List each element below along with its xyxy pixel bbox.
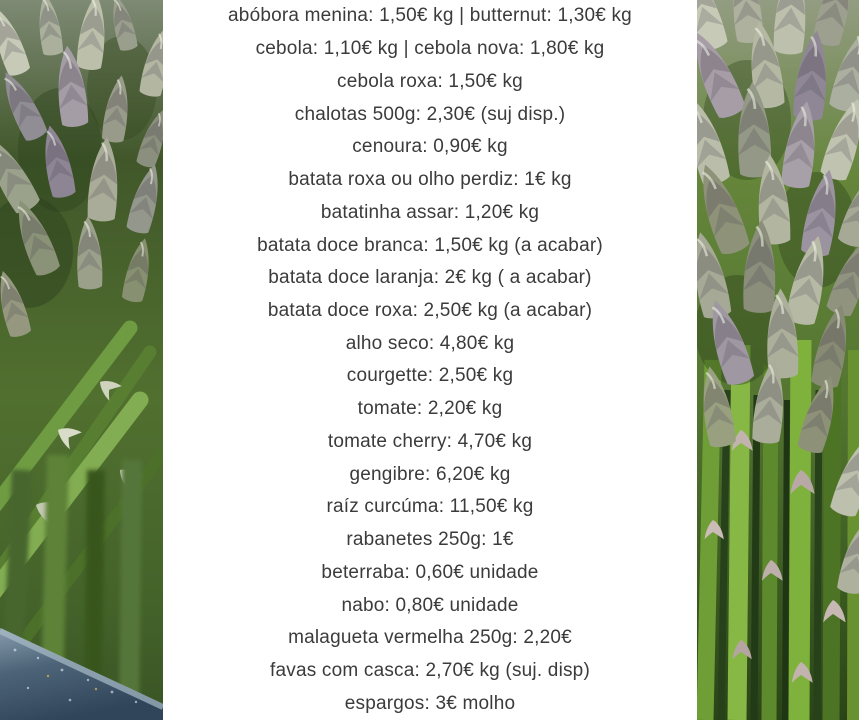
price-list: abóbora menina: 1,50€ kg | butternut: 1,… (163, 0, 697, 720)
price-line: raíz curcúma: 11,50€ kg (326, 496, 534, 518)
price-line: batata doce laranja: 2€ kg ( a acabar) (268, 267, 592, 289)
price-line: abóbora menina: 1,50€ kg | butternut: 1,… (228, 5, 632, 27)
price-line: batata doce branca: 1,50€ kg (a acabar) (257, 234, 603, 256)
price-line: gengibre: 6,20€ kg (349, 463, 511, 485)
right-photo-asparagus (697, 0, 859, 720)
left-photo-asparagus (0, 0, 163, 720)
price-line: favas com casca: 2,70€ kg (suj. disp) (270, 660, 590, 682)
price-line: rabanetes 250g: 1€ (346, 529, 514, 551)
asparagus-illustration-left (0, 0, 163, 720)
price-line: alho seco: 4,80€ kg (345, 332, 515, 354)
price-line: batata roxa ou olho perdiz: 1€ kg (288, 169, 572, 191)
price-line: nabo: 0,80€ unidade (341, 594, 519, 616)
price-line: beterraba: 0,60€ unidade (321, 561, 539, 583)
price-line: batata doce roxa: 2,50€ kg (a acabar) (267, 299, 593, 321)
asparagus-illustration-right (697, 0, 859, 720)
price-line: malagueta vermelha 250g: 2,20€ (288, 627, 572, 649)
price-line: cenoura: 0,90€ kg (352, 136, 508, 158)
price-line: chalotas 500g: 2,30€ (suj disp.) (294, 103, 566, 125)
price-line: courgette: 2,50€ kg (346, 365, 514, 387)
price-line: espargos: 3€ molho (344, 692, 516, 714)
price-line: tomate: 2,20€ kg (357, 398, 503, 420)
price-line: batatinha assar: 1,20€ kg (320, 201, 540, 223)
price-line: cebola roxa: 1,50€ kg (337, 70, 523, 92)
price-line: cebola: 1,10€ kg | cebola nova: 1,80€ kg (255, 38, 605, 60)
price-line: tomate cherry: 4,70€ kg (327, 430, 533, 452)
